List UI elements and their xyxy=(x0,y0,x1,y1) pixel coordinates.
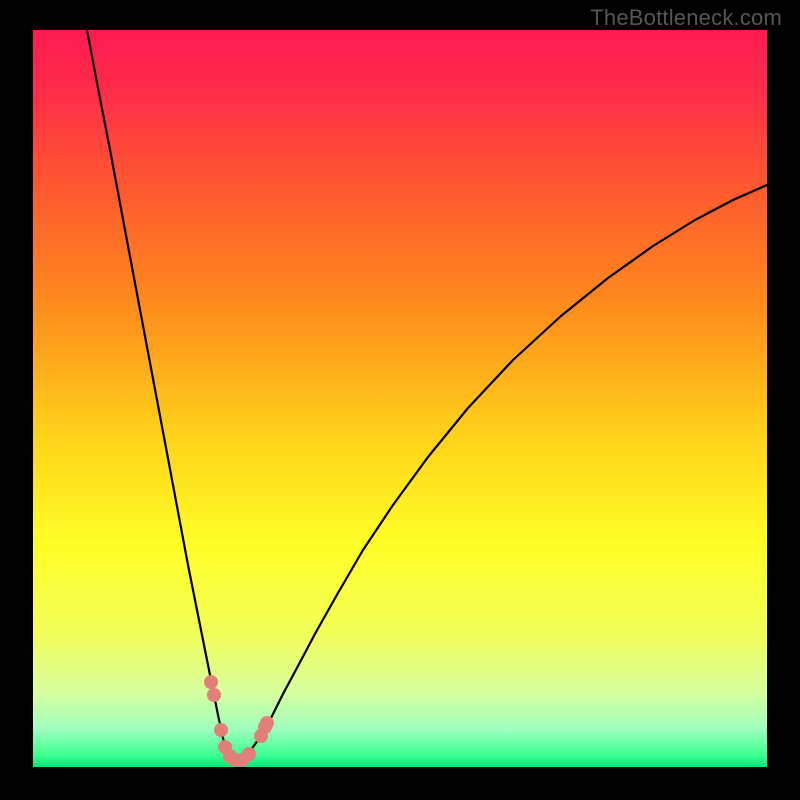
curve-markers xyxy=(204,675,274,767)
plot-area xyxy=(33,30,767,767)
curve-marker xyxy=(242,747,256,761)
curve-layer xyxy=(33,30,767,767)
chart-frame: TheBottleneck.com xyxy=(0,0,800,800)
curve-marker xyxy=(204,675,218,689)
bottleneck-curve xyxy=(87,30,767,760)
watermark-text: TheBottleneck.com xyxy=(590,5,782,31)
curve-marker xyxy=(214,723,228,737)
curve-marker xyxy=(207,688,221,702)
curve-marker xyxy=(260,716,274,730)
